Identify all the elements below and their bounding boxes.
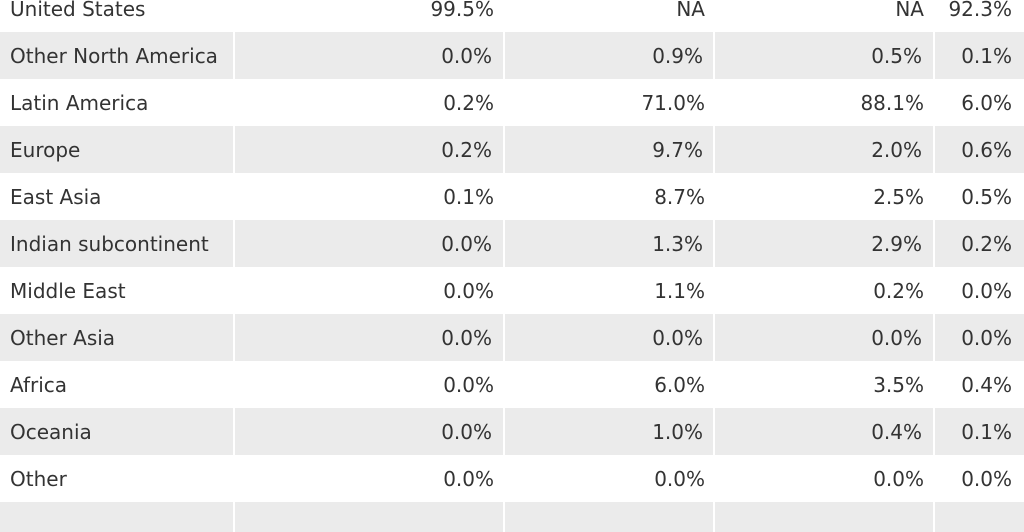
table-row: East Asia 0.1% 8.7% 2.5% 0.5% — [0, 173, 1024, 220]
region-cell: Other North America — [0, 32, 235, 79]
value-cell: 0.9% — [505, 32, 715, 79]
region-cell: Africa — [10, 372, 68, 397]
value-cell: 1.0% — [505, 408, 715, 455]
value-cell: 0.0% — [235, 314, 505, 361]
value-cell: 6.0% — [654, 372, 705, 397]
value-cell: 0.0% — [873, 466, 924, 491]
value-cell: 2.5% — [873, 184, 924, 209]
value-cell: 0.0% — [235, 408, 505, 455]
table-row: Africa 0.0% 6.0% 3.5% 0.4% — [0, 361, 1024, 408]
region-cell: Other — [10, 466, 67, 491]
value-cell: NA — [676, 0, 705, 21]
table-row: Middle East 0.0% 1.1% 0.2% 0.0% — [0, 267, 1024, 314]
table-row: Europe 0.2% 9.7% 2.0% 0.6% — [0, 126, 1024, 173]
value-cell: 0.5% — [961, 184, 1012, 209]
value-cell: 2.9% — [715, 220, 935, 267]
region-cell: Middle East — [10, 278, 126, 303]
table-row: United States 99.5% NA NA 92.3% — [0, 0, 1024, 32]
value-cell: 0.0% — [505, 314, 715, 361]
value-cell: 2.0% — [715, 126, 935, 173]
table-row: Other 0.0% 0.0% 0.0% 0.0% — [0, 455, 1024, 502]
value-cell: 0.0% — [961, 278, 1012, 303]
value-cell: 0.2% — [961, 231, 1012, 256]
value-cell: NA — [895, 0, 924, 21]
value-cell — [235, 502, 505, 532]
value-cell: 0.0% — [654, 466, 705, 491]
value-cell: 0.4% — [961, 372, 1012, 397]
value-cell: 0.0% — [235, 32, 505, 79]
table-row: Other Asia 0.0% 0.0% 0.0% 0.0% — [0, 314, 1024, 361]
value-cell: 0.0% — [443, 372, 494, 397]
region-cell: Latin America — [10, 90, 149, 115]
region-cell: Europe — [0, 126, 235, 173]
value-cell: 0.0% — [961, 466, 1012, 491]
value-cell: 0.0% — [443, 278, 494, 303]
value-cell: 8.7% — [654, 184, 705, 209]
region-cell — [0, 502, 235, 532]
value-cell: 0.0% — [235, 220, 505, 267]
value-cell: 0.6% — [961, 137, 1012, 162]
value-cell: 0.2% — [235, 126, 505, 173]
value-cell: 88.1% — [860, 90, 924, 115]
region-cell: Other Asia — [0, 314, 235, 361]
table-row: Indian subcontinent 0.0% 1.3% 2.9% 0.2% — [0, 220, 1024, 267]
value-cell: 0.0% — [715, 314, 935, 361]
value-cell: 0.2% — [443, 90, 494, 115]
region-cell: East Asia — [10, 184, 102, 209]
value-cell: 0.0% — [961, 325, 1012, 350]
value-cell: 1.1% — [654, 278, 705, 303]
value-cell: 0.1% — [961, 43, 1012, 68]
value-cell: 6.0% — [961, 90, 1012, 115]
value-cell: 0.1% — [961, 419, 1012, 444]
value-cell: 0.5% — [715, 32, 935, 79]
region-cell: Oceania — [0, 408, 235, 455]
table-row: Latin America 0.2% 71.0% 88.1% 6.0% — [0, 79, 1024, 126]
value-cell: 92.3% — [948, 0, 1012, 21]
region-cell: United States — [10, 0, 146, 21]
value-cell: 99.5% — [430, 0, 494, 21]
value-cell: 0.0% — [443, 466, 494, 491]
table-row: Oceania 0.0% 1.0% 0.4% 0.1% — [0, 408, 1024, 455]
value-cell — [935, 502, 1024, 532]
value-cell: 1.3% — [505, 220, 715, 267]
value-cell: 3.5% — [873, 372, 924, 397]
value-cell: 0.1% — [443, 184, 494, 209]
table-row: Other North America 0.0% 0.9% 0.5% 0.1% — [0, 32, 1024, 79]
value-cell: 0.4% — [715, 408, 935, 455]
value-cell — [715, 502, 935, 532]
region-cell: Indian subcontinent — [0, 220, 235, 267]
table-row — [0, 502, 1024, 532]
value-cell — [505, 502, 715, 532]
value-cell: 0.2% — [873, 278, 924, 303]
value-cell: 71.0% — [641, 90, 705, 115]
value-cell: 9.7% — [505, 126, 715, 173]
